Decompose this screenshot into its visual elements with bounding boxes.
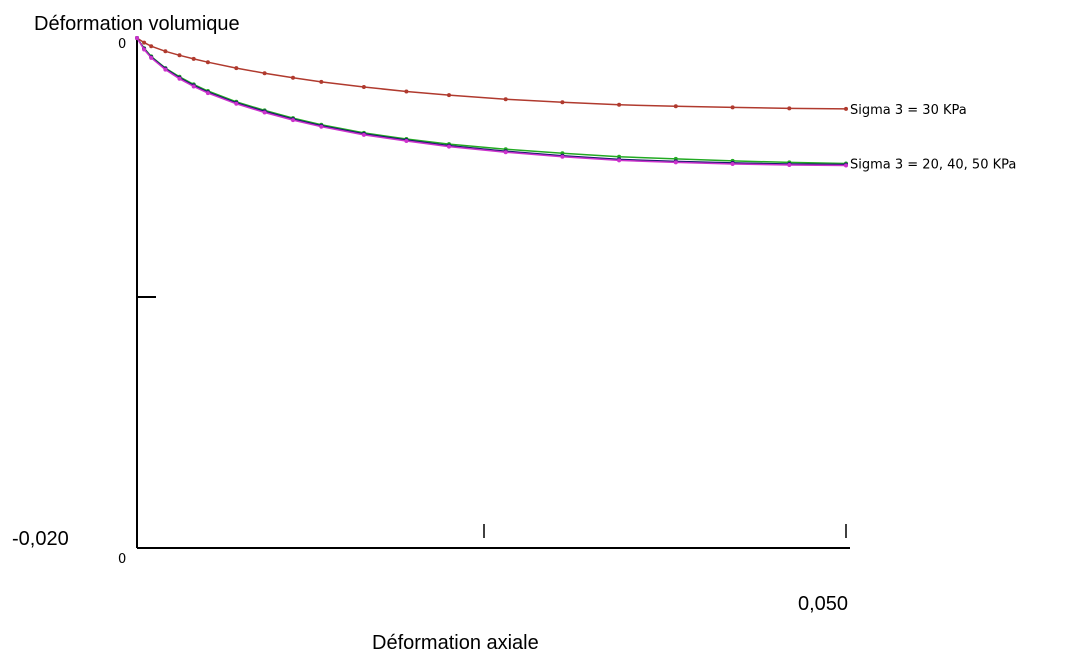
data-point [560, 100, 565, 105]
series-3 [135, 36, 848, 168]
data-point [404, 139, 409, 143]
data-point [177, 53, 182, 58]
data-point [730, 162, 735, 166]
data-point [844, 163, 848, 168]
x-end-tick-label: 0,050 [798, 593, 848, 615]
series-annotation-0: Sigma 3 = 30 KPa [850, 103, 967, 118]
data-point [149, 55, 154, 60]
data-point [142, 40, 147, 45]
data-point [149, 44, 154, 49]
data-point [617, 158, 622, 163]
data-point [234, 101, 239, 106]
data-point [163, 67, 168, 72]
series-0 [135, 36, 848, 111]
data-point [787, 106, 792, 111]
data-point [730, 105, 735, 110]
data-point [191, 84, 196, 89]
data-point [844, 106, 848, 111]
data-point [673, 104, 678, 109]
data-point [361, 132, 366, 137]
series-line-0 [136, 37, 847, 110]
data-point [291, 75, 295, 80]
y-axis-title: Déformation volumique [34, 13, 240, 35]
series-1 [135, 36, 848, 166]
data-point [177, 76, 182, 81]
data-point [142, 47, 147, 52]
data-point [447, 144, 451, 149]
data-point [135, 36, 139, 40]
series-line-1 [136, 37, 847, 165]
data-point [447, 93, 451, 98]
data-point [560, 154, 565, 159]
y-top-tick-label: 0 [118, 37, 126, 52]
data-point [617, 102, 622, 107]
data-point [163, 49, 168, 54]
data-point [404, 89, 409, 94]
data-point [262, 71, 267, 76]
data-point [234, 66, 239, 71]
data-point [319, 79, 324, 84]
data-point [673, 160, 678, 165]
y-bottom-tick-label: -0,020 [12, 528, 69, 550]
data-point [205, 60, 210, 65]
annotation-layer: Sigma 3 = 30 KPa Sigma 3 = 20, 40, 50 KPa [850, 103, 1016, 173]
series-line-3 [136, 37, 847, 167]
series-layer [135, 36, 848, 168]
data-point [191, 56, 196, 61]
series-line-2 [136, 37, 847, 166]
data-point [262, 110, 267, 115]
x-origin-tick-label: 0 [118, 552, 126, 567]
x-axis-title: Déformation axiale [372, 632, 539, 654]
series-2 [135, 36, 848, 167]
data-point [291, 118, 295, 123]
data-point [361, 85, 366, 89]
data-point [503, 97, 508, 102]
data-point [319, 124, 324, 129]
data-point [205, 91, 210, 96]
series-annotation-1: Sigma 3 = 20, 40, 50 KPa [850, 157, 1016, 172]
data-point [503, 150, 508, 155]
data-point [787, 163, 792, 167]
